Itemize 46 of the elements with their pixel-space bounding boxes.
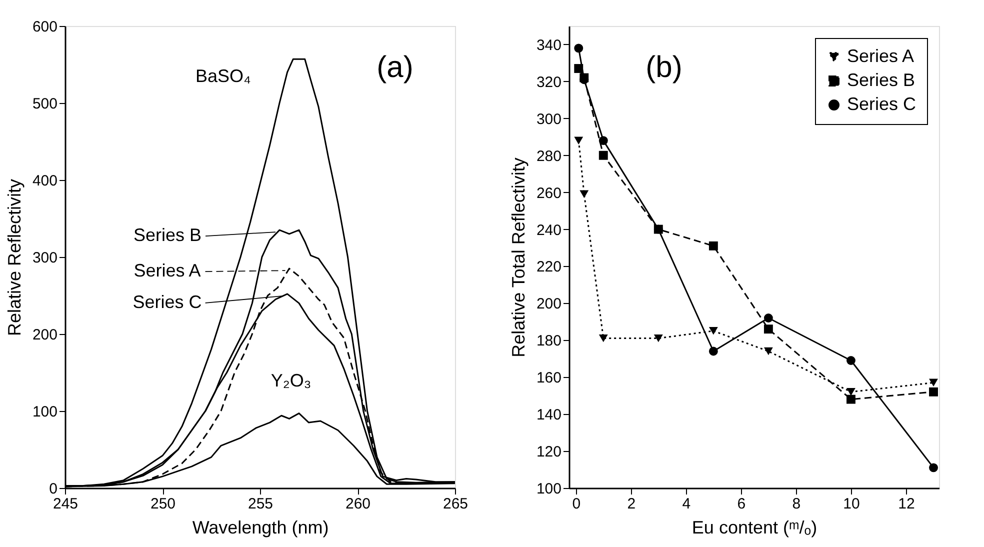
x-tick-label: 6: [737, 496, 746, 512]
legend-label: Series A: [134, 260, 201, 281]
y-tick-label: 120: [536, 444, 562, 461]
x-tick-label: 0: [572, 496, 581, 512]
legend-label: Series B: [133, 225, 202, 246]
y-tick-label: 140: [536, 406, 562, 424]
y-tick-label: 220: [536, 258, 562, 276]
x-tick-label: 4: [682, 496, 691, 512]
y-tick-label: 200: [536, 296, 562, 313]
x-tick-label: 2: [627, 496, 636, 512]
legend-label: Series A: [847, 46, 914, 66]
series-label: BaSO₄: [195, 66, 251, 86]
y-tick-label: 240: [536, 222, 562, 239]
x-tick-label: 265: [442, 496, 468, 512]
y-tick-label: 260: [536, 184, 562, 202]
y-tick-label: 280: [536, 148, 562, 165]
legend-label: Series C: [847, 94, 916, 114]
annotation: (b): [646, 51, 682, 84]
series-label: Y₂O₃: [270, 370, 312, 390]
y-tick-label: 320: [536, 74, 562, 91]
x-tick-label: 10: [843, 496, 860, 512]
x-tick-label: 250: [150, 496, 176, 512]
y-axis-title: Relative Total Reflectivity: [508, 158, 528, 358]
y-tick-label: 400: [32, 172, 58, 190]
y-tick-label: 300: [32, 250, 58, 266]
y-tick-label: 100: [536, 480, 562, 498]
y-tick-label: 300: [536, 110, 562, 128]
y-tick-label: 600: [32, 18, 58, 36]
legend-label: Series B: [847, 70, 916, 90]
y-tick-label: 500: [32, 96, 58, 112]
x-tick-label: 12: [898, 496, 915, 512]
y-tick-label: 0: [49, 480, 58, 498]
x-tick-label: 260: [345, 496, 371, 512]
y-tick-label: 180: [536, 332, 562, 350]
y-tick-label: 100: [32, 404, 58, 420]
y-axis-title: Relative Reflectivity: [4, 178, 24, 336]
x-axis-title: Eu content (ᵐ/ₒ): [692, 518, 818, 538]
x-tick-label: 255: [248, 496, 274, 512]
y-tick-label: 200: [32, 326, 58, 344]
x-axis-title: Wavelength (nm): [192, 518, 329, 538]
annotation: (a): [376, 51, 414, 84]
x-tick-label: 245: [52, 496, 78, 512]
legend-label: Series C: [132, 292, 202, 312]
y-tick-label: 160: [536, 370, 562, 387]
y-tick-label: 340: [536, 36, 562, 54]
x-tick-label: 8: [792, 496, 801, 512]
